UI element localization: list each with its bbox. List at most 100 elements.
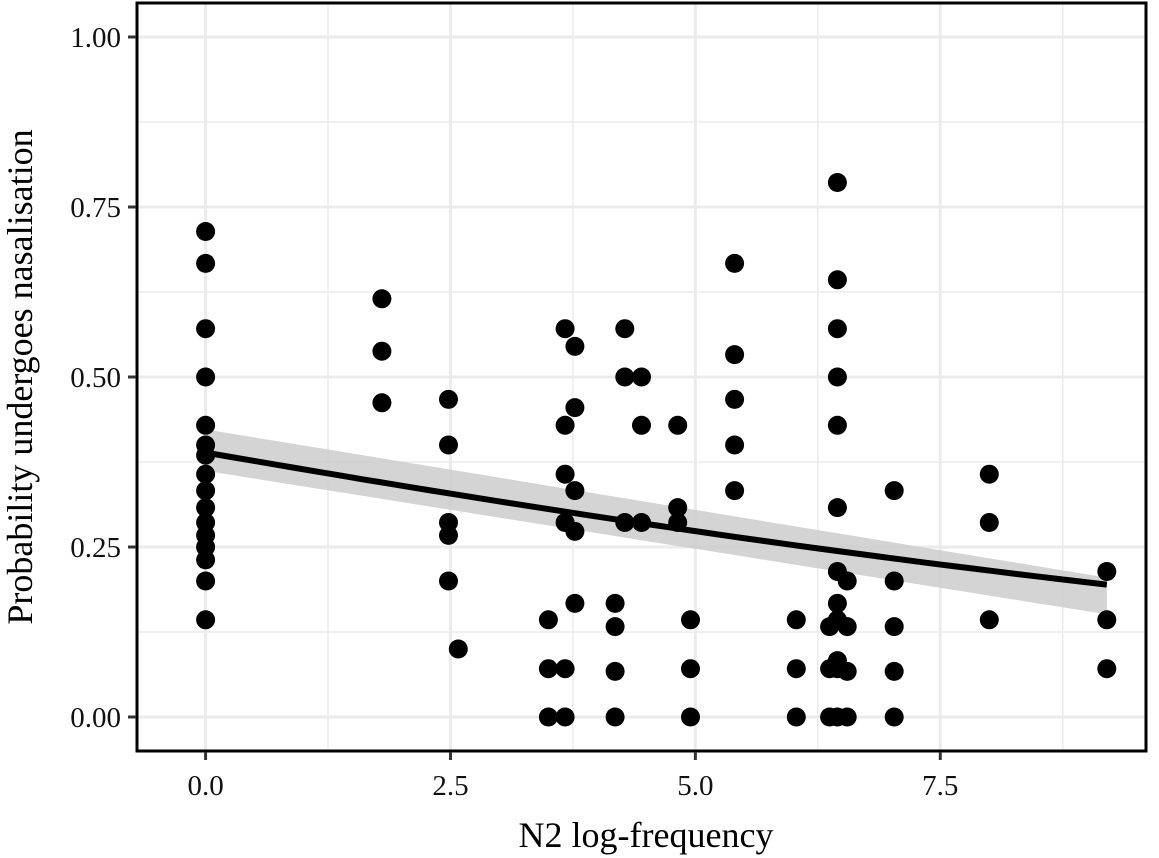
data-point (827, 593, 847, 613)
data-point (555, 659, 575, 679)
x-axis-title: N2 log-frequency (519, 815, 774, 855)
data-point (555, 464, 575, 484)
data-point (196, 571, 216, 591)
data-point (372, 393, 392, 413)
data-point (538, 659, 558, 679)
data-point (884, 707, 904, 727)
data-point (605, 593, 625, 613)
data-point (827, 498, 847, 518)
data-point (725, 253, 745, 273)
data-point (196, 481, 216, 501)
data-point (372, 289, 392, 309)
data-point (632, 415, 651, 435)
data-point (372, 341, 392, 361)
data-point (979, 610, 999, 630)
data-point (827, 173, 847, 192)
data-point (196, 319, 216, 339)
x-tick-label: 5.0 (677, 770, 713, 802)
data-point (448, 639, 468, 659)
data-point (605, 617, 625, 637)
data-point (827, 367, 847, 387)
data-point (196, 367, 216, 387)
data-point (555, 415, 575, 435)
data-point (1097, 562, 1117, 581)
data-point (439, 525, 458, 545)
panel-border (135, 1, 1148, 753)
data-point (632, 367, 651, 387)
data-point (565, 481, 585, 501)
data-point (439, 389, 458, 409)
x-axis-ticks: 0.0 2.5 5.0 7.5 (187, 752, 958, 802)
data-point (538, 707, 558, 727)
data-point (725, 481, 745, 501)
data-point (538, 610, 558, 630)
data-point (786, 610, 806, 630)
data-point (786, 707, 806, 727)
data-point (615, 367, 635, 387)
data-point (681, 707, 700, 727)
data-point (837, 571, 857, 591)
data-point (668, 415, 688, 435)
data-point (196, 445, 216, 465)
data-point (555, 707, 575, 727)
data-point (668, 513, 688, 532)
data-point (632, 513, 651, 532)
data-point (196, 415, 216, 435)
x-tick-label: 2.5 (432, 770, 468, 802)
y-tick-label: 0.75 (70, 192, 121, 224)
x-tick-label: 0.0 (187, 770, 223, 802)
data-point (884, 617, 904, 637)
data-point (884, 481, 904, 501)
data-point (1097, 610, 1117, 630)
y-axis-title: Probability undergoes nasalisation (0, 129, 40, 624)
data-point (725, 435, 745, 455)
data-point (827, 319, 847, 339)
y-tick-label: 0.25 (70, 532, 121, 564)
data-point (565, 336, 585, 356)
data-point (615, 319, 635, 339)
data-point (725, 389, 745, 409)
data-point (979, 464, 999, 484)
data-point (615, 513, 635, 532)
data-point (196, 464, 216, 484)
data-point (605, 661, 625, 681)
x-tick-label: 7.5 (922, 770, 958, 802)
data-point (439, 435, 458, 455)
data-point (1097, 659, 1117, 679)
fit-line (205, 449, 1108, 588)
data-point (196, 610, 216, 630)
data-point (884, 661, 904, 681)
data-point (196, 498, 216, 518)
data-point (565, 398, 585, 418)
data-point (827, 415, 847, 435)
data-point (837, 707, 857, 727)
confidence-band-layer (205, 429, 1107, 615)
data-point (725, 345, 745, 365)
confidence-band (205, 429, 1107, 615)
y-tick-label: 0.00 (70, 702, 121, 734)
data-point (979, 513, 999, 532)
data-point (681, 659, 700, 679)
data-point (837, 617, 857, 637)
y-tick-label: 0.50 (70, 362, 121, 394)
data-point (196, 550, 216, 570)
data-points (196, 173, 1117, 727)
data-point (555, 319, 575, 339)
y-tick-label: 1.00 (70, 22, 121, 54)
major-grid (137, 3, 1146, 751)
data-point (439, 571, 458, 591)
data-point (827, 270, 847, 290)
data-point (668, 498, 688, 518)
data-point (884, 571, 904, 591)
data-point (681, 610, 700, 630)
fit-line-layer (205, 449, 1108, 588)
data-point (605, 707, 625, 727)
data-point (196, 222, 216, 241)
data-point (837, 661, 857, 681)
data-point (196, 253, 216, 273)
data-point (565, 521, 585, 541)
y-axis-ticks: 0.00 0.25 0.50 0.75 1.00 (70, 22, 136, 734)
data-point (565, 593, 585, 613)
